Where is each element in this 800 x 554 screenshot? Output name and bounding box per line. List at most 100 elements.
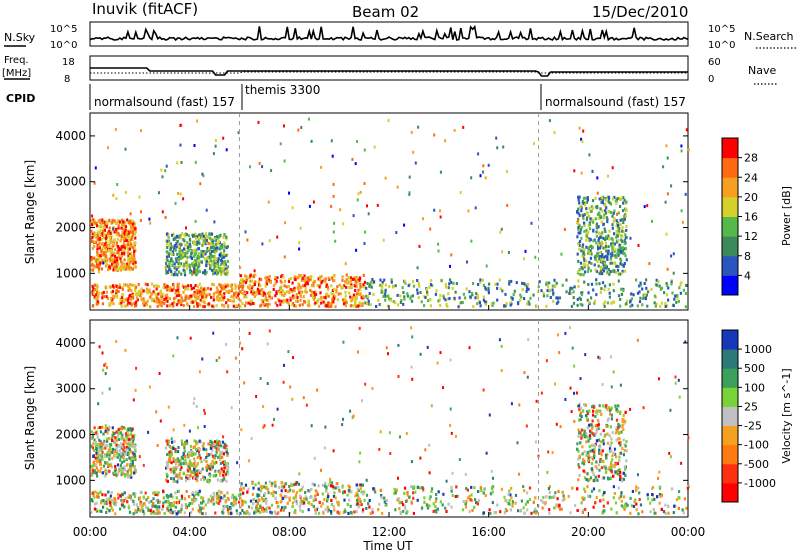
heatmap-cell	[580, 273, 583, 276]
heatmap-cell	[616, 428, 619, 432]
heatmap-cell	[214, 454, 217, 458]
heatmap-cell	[102, 226, 105, 229]
heatmap-cell	[187, 451, 190, 455]
heatmap-cell	[637, 512, 640, 516]
heatmap-cell	[321, 502, 324, 505]
heatmap-cell	[624, 444, 627, 448]
heatmap-cell	[647, 497, 650, 501]
heatmap-cell	[93, 264, 96, 268]
heatmap-cell	[604, 211, 608, 215]
heatmap-cell	[105, 511, 108, 514]
heatmap-cell	[599, 440, 602, 444]
heatmap-cell	[91, 435, 94, 439]
heatmap-cell	[101, 493, 104, 497]
heatmap-cell	[596, 412, 599, 416]
heatmap-cell	[105, 239, 108, 242]
heatmap-cell	[480, 489, 483, 492]
heatmap-cell	[171, 302, 174, 306]
heatmap-cell	[633, 500, 636, 504]
heatmap-cell	[184, 503, 187, 507]
heatmap-cell	[194, 284, 197, 287]
heatmap-cell	[412, 284, 416, 288]
heatmap-cell	[189, 244, 192, 248]
heatmap-cell	[542, 496, 545, 499]
heatmap-cell	[623, 217, 626, 221]
nsearch-tick-top: 10^5	[708, 24, 735, 35]
heatmap-cell	[639, 296, 642, 300]
heatmap-cell	[128, 264, 131, 268]
heatmap-cell	[119, 285, 122, 289]
heatmap-cell	[183, 449, 186, 453]
heatmap-cell	[196, 119, 199, 123]
heatmap-cell	[599, 207, 602, 211]
heatmap-cell	[276, 303, 279, 307]
heatmap-cell	[166, 284, 169, 288]
heatmap-cell	[191, 262, 194, 266]
heatmap-cell	[672, 511, 675, 515]
heatmap-cell	[597, 254, 600, 258]
heatmap-cell	[116, 451, 119, 455]
heatmap-cell	[264, 276, 267, 280]
heatmap-cell	[101, 292, 104, 295]
heatmap-cell	[351, 304, 354, 308]
heatmap-cell	[592, 487, 596, 491]
heatmap-cell	[172, 232, 175, 236]
heatmap-cell	[554, 506, 557, 510]
heatmap-cell	[555, 296, 558, 300]
heatmap-cell	[309, 278, 313, 282]
heatmap-cell	[462, 125, 465, 129]
heatmap-cell	[341, 484, 344, 488]
heatmap-cell	[226, 259, 230, 263]
heatmap-cell	[171, 456, 174, 460]
heatmap-cell	[436, 507, 439, 511]
heatmap-cell	[569, 511, 572, 515]
heatmap-cell	[594, 501, 597, 505]
heatmap-cell	[120, 296, 124, 300]
heatmap-cell	[116, 435, 119, 439]
heatmap-cell	[170, 252, 173, 256]
heatmap-cell	[600, 196, 604, 200]
heatmap-cell	[619, 287, 623, 291]
heatmap-cell	[578, 431, 581, 435]
heatmap-cell	[310, 290, 313, 294]
heatmap-cell	[352, 214, 355, 218]
heatmap-cell	[97, 491, 100, 495]
heatmap-cell	[577, 434, 580, 438]
heatmap-cell	[135, 510, 138, 514]
heatmap-cell	[288, 291, 291, 295]
heatmap-cell	[363, 490, 366, 494]
heatmap-cell	[179, 192, 182, 196]
heatmap-cell	[120, 467, 123, 471]
heatmap-cell	[110, 491, 113, 495]
heatmap-cell	[196, 479, 199, 483]
heatmap-cell	[587, 453, 590, 457]
heatmap-cell	[295, 293, 298, 296]
heatmap-cell	[596, 191, 599, 195]
heatmap-cell	[110, 240, 113, 244]
heatmap-cell	[350, 283, 353, 287]
heatmap-cell	[583, 270, 587, 274]
heatmap-cell	[180, 455, 183, 459]
heatmap-cell	[601, 440, 604, 444]
heatmap-cell	[201, 244, 204, 247]
heatmap-cell	[249, 299, 252, 303]
heatmap-cell	[592, 239, 595, 243]
heatmap-cell	[106, 427, 110, 431]
heatmap-cell	[503, 304, 506, 308]
heatmap-cell	[223, 292, 226, 296]
heatmap-cell	[188, 268, 192, 272]
heatmap-cell	[138, 195, 141, 199]
heatmap-cell	[572, 296, 575, 300]
heatmap-cell	[122, 283, 126, 287]
heatmap-cell	[251, 302, 255, 305]
heatmap-cell	[232, 495, 235, 499]
heatmap-cell	[113, 252, 116, 255]
heatmap-cell	[428, 298, 431, 302]
heatmap-cell	[94, 440, 97, 444]
heatmap-cell	[230, 289, 234, 293]
heatmap-cell	[348, 498, 351, 502]
heatmap-cell	[612, 289, 615, 293]
heatmap-cell	[644, 297, 647, 301]
heatmap-cell	[446, 304, 449, 308]
heatmap-cell	[471, 508, 474, 512]
